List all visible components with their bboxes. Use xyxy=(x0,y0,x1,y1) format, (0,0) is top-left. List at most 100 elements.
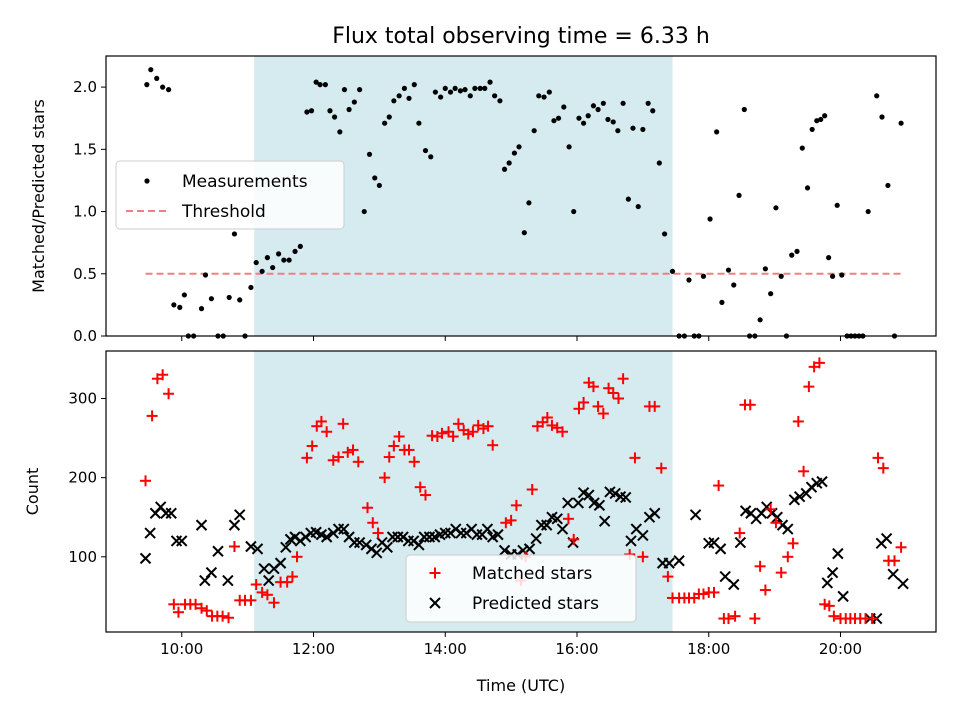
x-axis-label: Time (UTC) xyxy=(476,676,565,695)
measurement-point xyxy=(428,154,434,160)
bottom-ytick-label: 200 xyxy=(68,469,97,487)
predicted-star-point xyxy=(609,487,621,500)
matched-star-point xyxy=(157,369,169,381)
matched-star-point xyxy=(140,475,152,487)
measurement-point xyxy=(762,266,768,272)
measurement-point xyxy=(686,277,692,283)
measurement-point xyxy=(467,93,473,99)
legend-threshold-label: Threshold xyxy=(181,202,266,222)
predicted-star-point xyxy=(826,566,839,579)
top-axes-frame xyxy=(105,55,937,337)
top-y-ticks: 0.0 0.5 1.0 1.5 2.0 xyxy=(73,78,106,345)
measurement-point xyxy=(605,116,611,123)
predicted-star-point xyxy=(212,545,224,557)
measurement-point xyxy=(165,87,172,93)
top-ytick-label: 2.0 xyxy=(73,78,97,96)
measurement-point xyxy=(366,151,373,157)
predicted-star-point xyxy=(165,507,177,519)
measurement-point xyxy=(778,273,784,279)
matched-star-point xyxy=(803,381,815,393)
measurement-point xyxy=(590,103,597,109)
predicted-star-point xyxy=(320,531,333,543)
top-x-ticks xyxy=(181,336,841,341)
matched-star-point xyxy=(383,451,395,463)
matched-star-point xyxy=(388,440,400,452)
top-y-axis-label: Matched/Predicted stars xyxy=(29,99,48,293)
matched-star-point xyxy=(823,600,835,612)
measurement-point xyxy=(438,94,444,100)
top-panel: 0.0 0.5 1.0 1.5 2.0 Flux total observing tim… xyxy=(29,24,937,345)
predicted-star-point xyxy=(572,497,585,509)
predicted-star-point xyxy=(234,509,246,521)
matched-star-point xyxy=(163,388,175,400)
predicted-star-point xyxy=(245,540,257,553)
matched-star-point xyxy=(713,480,725,492)
matched-star-point xyxy=(168,598,180,610)
measurement-point xyxy=(789,252,795,258)
legend-predicted-marker xyxy=(429,597,441,609)
measurement-point xyxy=(595,106,601,113)
predicted-star-point xyxy=(353,536,366,549)
top-ytick-label: 1.5 xyxy=(73,140,97,158)
measurement-point xyxy=(521,230,527,236)
measurement-point xyxy=(826,255,832,261)
measurement-point xyxy=(401,85,408,91)
legend-measurements-label: Measurements xyxy=(182,172,308,192)
measurement-point xyxy=(620,100,626,106)
measurement-point xyxy=(160,84,166,90)
matched-star-point xyxy=(541,411,553,423)
measurement-point xyxy=(898,120,904,126)
matched-star-point xyxy=(798,465,810,477)
measurement-point xyxy=(447,89,454,95)
measurement-point xyxy=(253,259,259,266)
matched-star-point xyxy=(403,444,415,456)
bottom-xtick-label: 10:00 xyxy=(160,640,203,658)
predicted-star-point xyxy=(551,513,563,525)
measurement-point xyxy=(610,119,616,125)
matched-star-point xyxy=(223,612,235,624)
matched-star-point xyxy=(895,541,907,553)
matched-star-point xyxy=(557,426,568,438)
matched-star-point xyxy=(578,396,590,408)
matched-star-point xyxy=(729,610,741,622)
matched-star-point xyxy=(770,517,782,529)
matched-star-point xyxy=(306,440,318,452)
measurement-point xyxy=(297,243,303,249)
measurement-point xyxy=(757,317,763,323)
matched-star-point xyxy=(362,502,374,514)
measurement-point xyxy=(317,82,323,88)
measurement-point xyxy=(144,82,150,88)
matched-star-point xyxy=(877,462,889,474)
matched-star-point xyxy=(510,499,522,511)
matched-star-point xyxy=(337,418,349,430)
predicted-star-point xyxy=(880,532,893,545)
matched-star-point xyxy=(201,605,213,617)
measurement-point xyxy=(281,257,287,263)
matched-star-point xyxy=(708,586,720,598)
predicted-star-point xyxy=(728,578,740,591)
matched-star-point xyxy=(146,410,158,422)
predicted-star-point xyxy=(222,574,234,587)
measurement-point xyxy=(714,129,720,135)
measurement-point xyxy=(561,104,567,110)
measurement-point xyxy=(822,113,828,119)
measurement-point xyxy=(327,108,333,114)
matched-star-point xyxy=(765,503,777,515)
measurement-point xyxy=(585,113,591,119)
predicted-star-point xyxy=(816,475,828,488)
measurement-point xyxy=(442,85,448,91)
measurement-point xyxy=(259,268,265,274)
matched-star-point xyxy=(562,513,574,525)
matched-star-point xyxy=(872,452,884,464)
measurement-point xyxy=(202,272,209,278)
measurement-point xyxy=(177,304,183,310)
top-legend: Measurements Threshold xyxy=(115,160,345,230)
measurement-point xyxy=(452,85,458,91)
measurement-point xyxy=(313,79,319,85)
matched-star-point xyxy=(612,392,624,404)
matched-star-point xyxy=(321,426,333,438)
measurement-point xyxy=(292,248,298,254)
matched-star-point xyxy=(172,606,184,618)
measurement-point xyxy=(472,85,478,91)
predicted-star-point xyxy=(205,566,218,579)
